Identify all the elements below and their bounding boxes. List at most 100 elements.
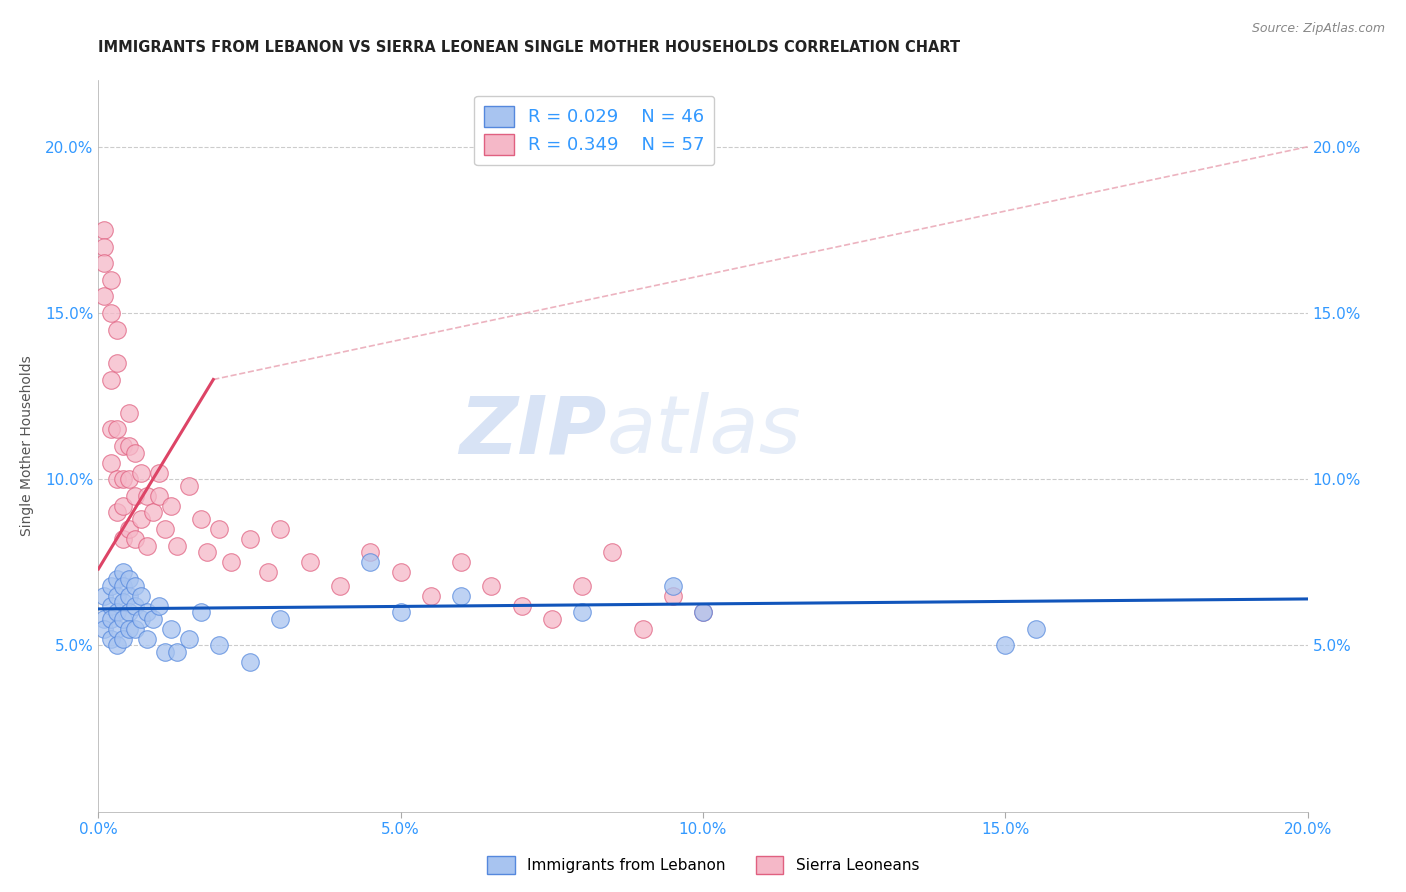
Point (661, 589, 683, 603)
Point (450, 589, 472, 603)
Point (166, 539, 188, 553)
Point (100, 273, 122, 287)
Point (450, 555, 472, 569)
Text: ZIP: ZIP (458, 392, 606, 470)
Point (269, 522, 291, 536)
Point (360, 545, 382, 559)
Point (111, 472, 134, 486)
Point (100, 306, 122, 320)
Point (148, 599, 170, 613)
Point (100, 599, 122, 613)
Point (118, 572, 141, 586)
Point (360, 555, 382, 569)
Point (124, 579, 146, 593)
Point (208, 639, 231, 653)
Point (118, 589, 141, 603)
Point (153, 522, 176, 536)
Point (129, 466, 152, 480)
Point (389, 566, 412, 580)
Point (329, 579, 352, 593)
Point (179, 632, 201, 646)
Point (111, 595, 134, 609)
Point (129, 512, 152, 526)
Point (124, 599, 146, 613)
Point (124, 445, 146, 459)
Point (118, 406, 141, 420)
Point (190, 605, 212, 619)
Point (100, 372, 122, 386)
Point (93, 612, 115, 626)
Point (1024, 622, 1046, 636)
Point (111, 532, 134, 546)
Point (256, 566, 278, 580)
Point (93, 589, 115, 603)
Legend: Immigrants from Lebanon, Sierra Leoneans: Immigrants from Lebanon, Sierra Leoneans (481, 850, 925, 880)
Point (93, 239, 115, 253)
Point (105, 622, 128, 636)
Point (118, 622, 141, 636)
Point (129, 612, 152, 626)
Point (135, 539, 157, 553)
Point (160, 499, 183, 513)
Point (93, 223, 115, 237)
Point (105, 323, 128, 337)
Point (142, 506, 165, 520)
Point (661, 579, 683, 593)
Point (195, 545, 218, 559)
Point (100, 456, 122, 470)
Point (420, 589, 443, 603)
Point (148, 466, 170, 480)
Point (166, 645, 188, 659)
Point (118, 522, 141, 536)
Point (100, 612, 122, 626)
Point (631, 622, 654, 636)
Point (540, 612, 562, 626)
Point (118, 605, 141, 619)
Point (124, 489, 146, 503)
Point (105, 639, 128, 653)
Y-axis label: Single Mother Households: Single Mother Households (20, 356, 34, 536)
Point (124, 532, 146, 546)
Point (994, 639, 1017, 653)
Point (105, 572, 128, 586)
Point (105, 506, 128, 520)
Point (269, 612, 291, 626)
Point (111, 439, 134, 453)
Point (100, 422, 122, 436)
Text: IMMIGRANTS FROM LEBANON VS SIERRA LEONEAN SINGLE MOTHER HOUSEHOLDS CORRELATION C: IMMIGRANTS FROM LEBANON VS SIERRA LEONEA… (98, 40, 960, 55)
Point (118, 472, 141, 486)
Point (221, 555, 243, 569)
Point (124, 622, 146, 636)
Point (129, 589, 152, 603)
Point (111, 566, 134, 580)
Point (105, 472, 128, 486)
Point (510, 599, 533, 613)
Point (100, 632, 122, 646)
Point (93, 622, 115, 636)
Point (571, 579, 593, 593)
Point (111, 612, 134, 626)
Point (111, 499, 134, 513)
Point (148, 489, 170, 503)
Point (135, 605, 157, 619)
Point (142, 612, 165, 626)
Legend: R = 0.029    N = 46, R = 0.349    N = 57: R = 0.029 N = 46, R = 0.349 N = 57 (474, 96, 714, 165)
Point (135, 489, 157, 503)
Point (208, 522, 231, 536)
Point (299, 555, 322, 569)
Point (111, 632, 134, 646)
Point (179, 479, 201, 493)
Point (118, 439, 141, 453)
Point (481, 579, 503, 593)
Point (602, 545, 624, 559)
Point (105, 422, 128, 436)
Point (190, 512, 212, 526)
Point (111, 579, 134, 593)
Point (239, 532, 262, 546)
Point (100, 579, 122, 593)
Point (105, 589, 128, 603)
Text: Source: ZipAtlas.com: Source: ZipAtlas.com (1251, 22, 1385, 36)
Point (153, 645, 176, 659)
Point (93, 289, 115, 303)
Point (571, 605, 593, 619)
